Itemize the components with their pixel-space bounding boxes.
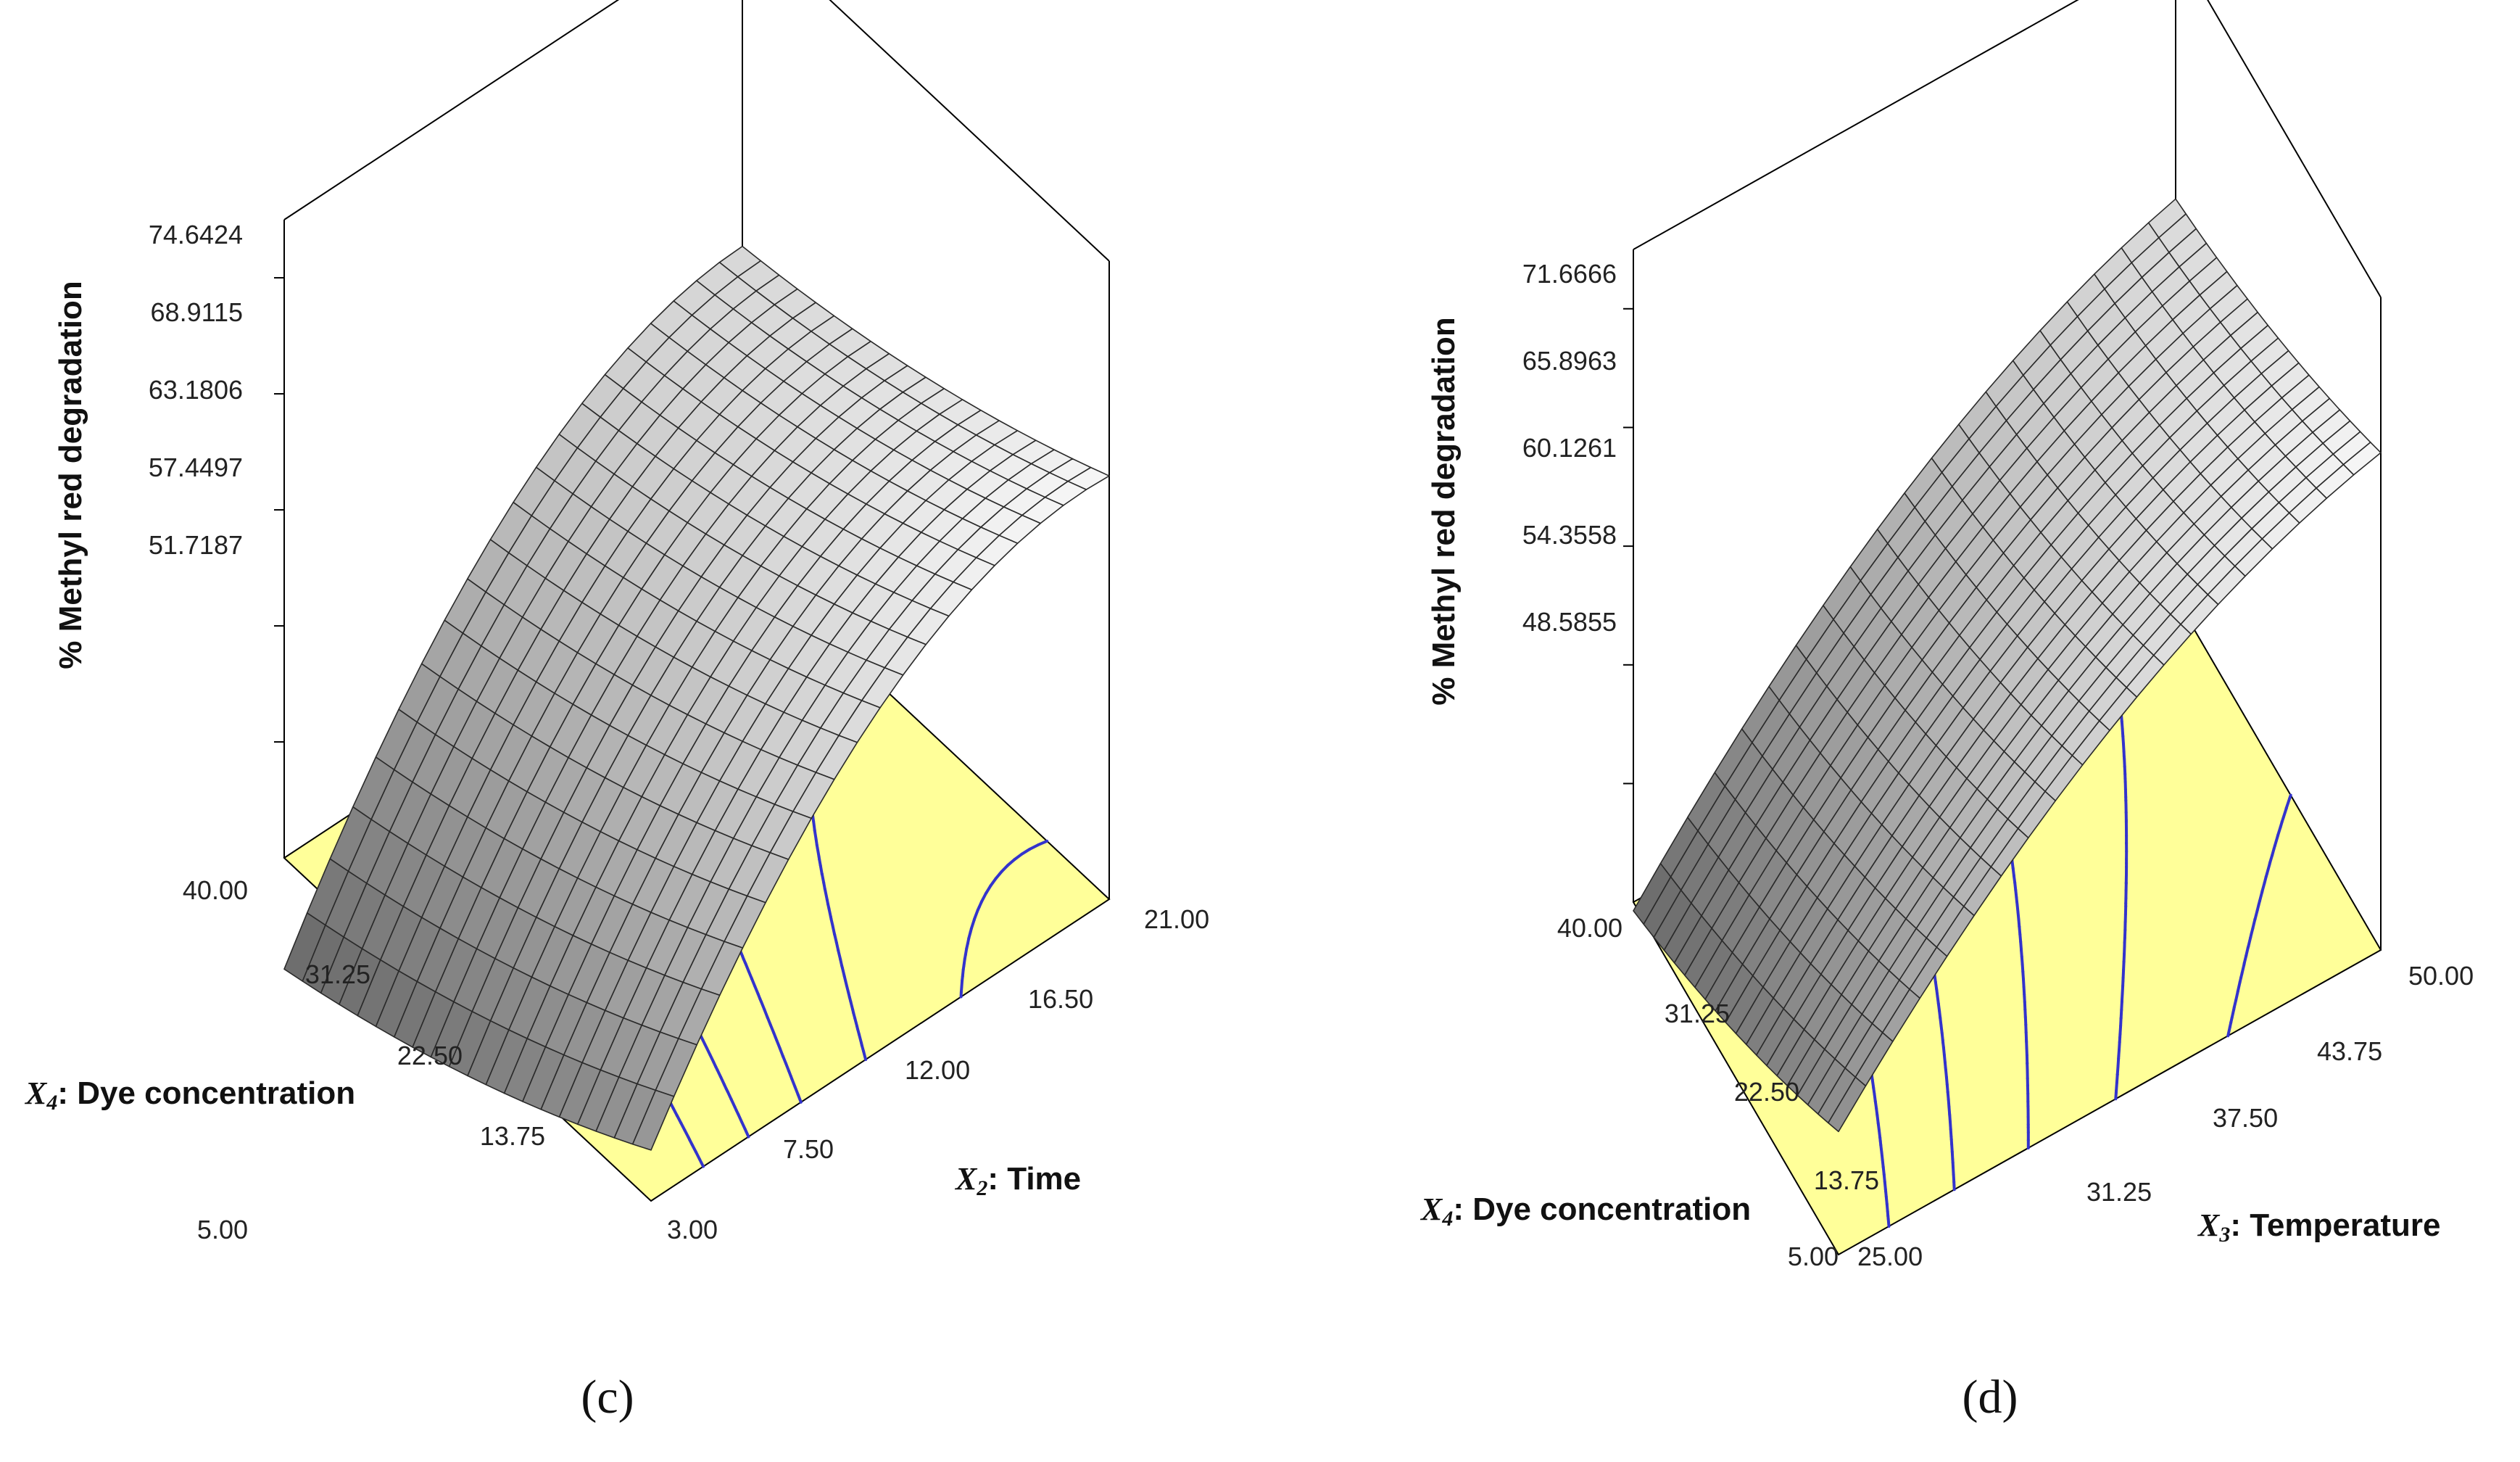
chart-c-y-tick: 31.25 [305,959,370,989]
chart-d-y-tick: 22.50 [1734,1077,1799,1107]
chart-d-panel-label: (d) [1962,1371,2018,1424]
chart-d-frame-edge [2207,0,2382,298]
chart-c-contour-segment [1006,858,1016,867]
chart-c-contour-segment [1020,848,1032,856]
chart-d-z-tick: 48.5855 [1522,607,1617,637]
chart-d-z-tick: 60.1261 [1522,433,1617,463]
chart-d-surface-plot: 71.6666 65.8963 60.1261 54.3558 48.5855 … [1419,0,2474,1424]
chart-d-contour-segment [2284,797,2292,810]
chart-d-contour-segment [2253,909,2259,921]
chart-c-y-axis-name: : Dye concentration [57,1075,355,1111]
chart-c-contour-segment [969,918,976,930]
chart-c-z-axis-label: % Methyl red degradation [53,281,88,669]
chart-d-x-tick: 25.00 [1857,1242,1923,1271]
chart-d-contour-segment [2288,793,2292,801]
chart-d-y-tick: 40.00 [1557,913,1622,943]
chart-c-y-tick: 22.50 [397,1041,463,1070]
chart-c-contour-segment [973,909,979,921]
chart-c-x-tick: 12.00 [905,1055,970,1085]
chart-c-y-axis-symbol: X [24,1075,48,1111]
chart-c-y-axis-subscript: 4 [46,1091,57,1115]
chart-c-z-tick: 68.9115 [151,297,243,327]
chart-c-x-tick: 16.50 [1028,984,1093,1014]
chart-d-x-axis-subscript: 3 [2218,1223,2230,1247]
chart-c-surface-plot: 74.6424 68.9115 63.1806 57.4497 51.7187 … [24,0,1209,1424]
chart-d-contour-segment [2281,806,2288,819]
chart-c-x-tick: 7.50 [783,1134,834,1164]
chart-d-contour-segment [2240,962,2246,975]
chart-d-x-ticks: 25.00 31.25 37.50 43.75 50.00 [1857,961,2474,1271]
chart-c-z-tick: 63.1806 [149,375,243,405]
chart-d-contour-segment [2247,936,2252,949]
chart-c-y-tick: 13.75 [480,1121,545,1151]
chart-d-surface-cell [1828,1076,1867,1133]
chart-c-contour-segment [980,892,987,904]
chart-d-z-axis-label: % Methyl red degradation [1426,317,1462,705]
chart-c-surface-cell [631,1089,675,1151]
chart-c-x-axis-label: X2: Time [954,1161,1081,1200]
chart-d-y-axis-subscript: 4 [1441,1207,1453,1231]
chart-d-y-axis-name: : Dye concentration [1453,1192,1751,1227]
chart-d-x-axis-name: : Temperature [2230,1207,2440,1243]
chart-c-z-tick: 57.4497 [149,453,243,482]
chart-d-x-tick: 31.25 [2086,1177,2152,1207]
chart-c-contour-segment [818,864,824,876]
chart-c-panel-label: (c) [581,1371,634,1424]
chart-d-z-tick: 71.6666 [1522,259,1617,289]
chart-d-contour-segment [2230,1007,2236,1020]
chart-d-y-axis-label: X4: Dye concentration [1419,1192,1751,1231]
chart-d-contour-segment [2266,863,2271,875]
chart-c-x-tick: 3.00 [667,1215,718,1244]
chart-c-z-tick: 74.6424 [149,220,243,249]
chart-c-contour-segment [1013,852,1024,862]
chart-d-y-tick: 5.00 [1788,1242,1839,1271]
chart-c-x-axis-name: : Time [987,1161,1081,1197]
chart-c-x-tick: 21.00 [1144,904,1209,934]
chart-c-contour-segment [1036,839,1049,847]
chart-d-z-ticks: 71.6666 65.8963 60.1261 54.3558 48.5855 [1522,259,1617,637]
chart-d-x-axis-symbol: X [2197,1207,2221,1243]
chart-c-contour-segment [824,890,829,901]
chart-c-x-axis-subscript: 2 [976,1176,987,1200]
chart-d-surface [1633,198,2382,1133]
chart-d-x-axis-label: X3: Temperature [2197,1207,2441,1247]
chart-c-surface [283,245,1110,1151]
chart-c-contour-segment [812,819,816,832]
chart-d-y-tick: 31.25 [1665,999,1730,1028]
chart-c-y-tick: 5.00 [197,1215,248,1244]
chart-c-z-tick: 51.7187 [149,530,243,560]
chart-c-frame-edge [283,0,620,220]
chart-d-y-ticks: 5.00 13.75 22.50 31.25 40.00 [1557,913,1879,1271]
chart-c-x-ticks: 3.00 7.50 12.00 16.50 21.00 [667,904,1209,1244]
chart-c-x-axis-symbol: X [954,1161,978,1197]
chart-d-x-tick: 43.75 [2317,1036,2382,1066]
chart-d-z-tick: 54.3558 [1522,520,1617,550]
chart-c-contour-segment [816,846,821,859]
chart-c-y-tick: 40.00 [183,875,248,905]
chart-d-z-tick: 65.8963 [1522,346,1617,376]
chart-c-y-axis-label: X4: Dye concentration [24,1075,355,1115]
chart-c-contour-segment [1028,843,1040,851]
chart-c-y-ticks: 5.00 13.75 22.50 31.25 40.00 [183,875,545,1244]
chart-c-contour-segment [820,872,826,885]
chart-d-y-tick: 13.75 [1814,1165,1879,1195]
chart-d-contour-segment [2258,891,2264,903]
chart-d-contour-segment [2273,835,2279,848]
chart-d-frame-edge [1633,0,2079,250]
chart-d-x-tick: 37.50 [2213,1103,2278,1133]
chart-c-frame-edge [829,0,1110,262]
chart-c-frame [274,0,1110,899]
chart-d-contour-segment [2226,1025,2231,1038]
chart-d-contour-segment [2236,980,2242,993]
chart-c-contour-segment [1000,864,1010,873]
chart-d-contour-segment [2251,917,2257,930]
chart-c-contour-segment [989,877,998,888]
chart-c-z-ticks: 74.6424 68.9115 63.1806 57.4497 51.7187 [149,220,243,560]
chart-d-y-axis-symbol: X [1419,1192,1443,1227]
chart-d-x-tick: 50.00 [2408,961,2474,991]
